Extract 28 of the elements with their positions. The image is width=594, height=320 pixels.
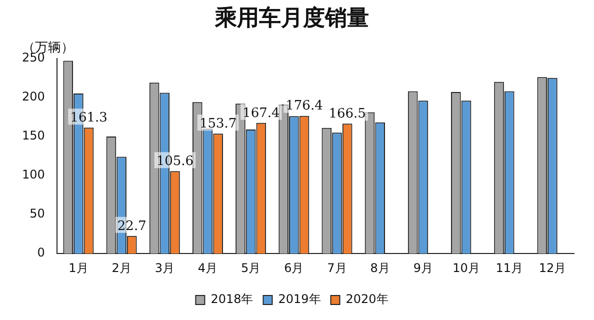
- x-tick-label: 3月: [154, 260, 174, 275]
- legend-label: 2019年: [278, 292, 321, 306]
- x-tick-label: 2月: [112, 260, 132, 275]
- x-tick-label: 4月: [198, 260, 218, 275]
- y-tick-label: 100: [22, 168, 45, 182]
- y-tick-label: 50: [30, 206, 45, 221]
- x-tick-label: 11月: [496, 260, 524, 275]
- x-tick-label: 10月: [452, 260, 480, 275]
- y-tick-label: 200: [22, 90, 45, 104]
- data-label: 166.5: [328, 106, 366, 122]
- legend-label: 2018年: [210, 292, 254, 306]
- x-tick-label: 8月: [370, 260, 390, 275]
- x-tick-label: 1月: [68, 260, 88, 275]
- data-label: 167.4: [242, 106, 280, 121]
- x-tick-label: 9月: [413, 260, 433, 275]
- data-label: 105.6: [156, 154, 194, 170]
- x-tick-label: 6月: [284, 260, 304, 275]
- data-label: 176.4: [286, 98, 323, 114]
- x-tick-label: 12月: [538, 260, 566, 275]
- data-label: 22.7: [117, 218, 146, 234]
- data-label: 161.3: [70, 110, 108, 126]
- y-tick-label: 150: [22, 128, 45, 143]
- chart-title: 乘用车月度销量: [214, 4, 369, 31]
- y-tick-label: 0: [37, 246, 45, 260]
- x-tick-label: 5月: [240, 260, 261, 275]
- x-tick-label: 7月: [327, 260, 347, 275]
- legend-label: 2020年: [346, 292, 388, 306]
- data-label: 153.7: [199, 116, 237, 132]
